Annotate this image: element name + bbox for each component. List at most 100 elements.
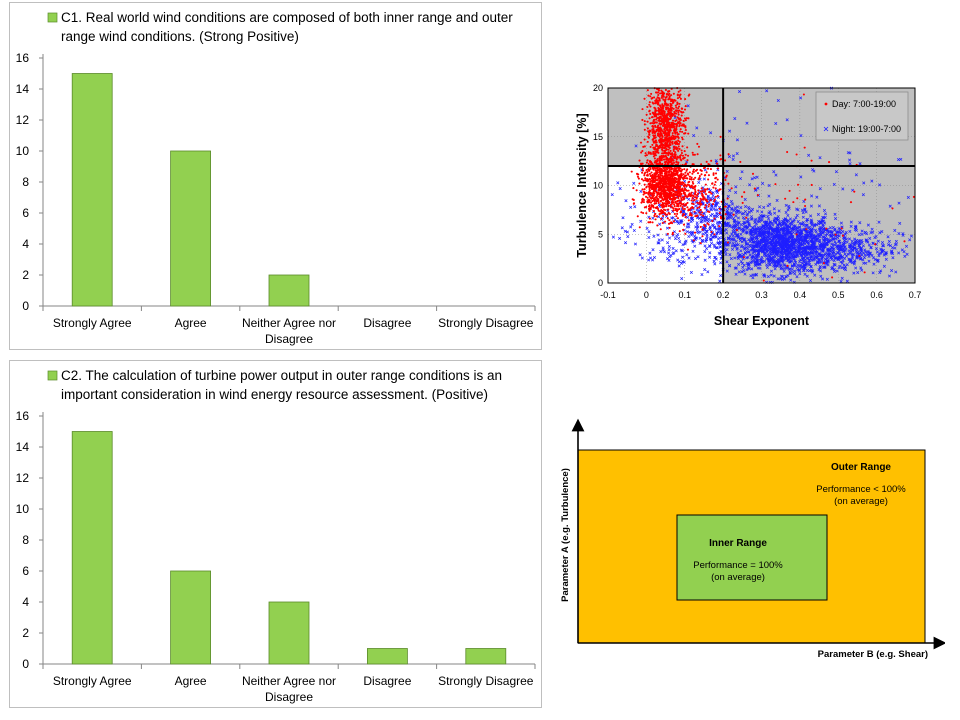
night-point xyxy=(848,229,852,234)
day-point xyxy=(662,98,665,101)
night-point xyxy=(737,270,741,274)
day-point xyxy=(657,130,661,133)
night-point xyxy=(766,274,770,279)
day-point xyxy=(713,183,716,186)
day-point xyxy=(874,243,877,246)
day-point xyxy=(641,118,644,122)
night-point xyxy=(781,223,785,227)
day-point xyxy=(805,228,808,231)
day-point xyxy=(677,145,680,148)
night-point xyxy=(774,264,778,268)
night-point xyxy=(863,248,867,252)
night-point xyxy=(801,257,805,261)
day-point xyxy=(712,203,715,206)
night-point xyxy=(816,237,820,241)
night-point xyxy=(740,240,744,244)
night-point xyxy=(746,247,750,251)
night-point xyxy=(703,228,707,232)
day-point xyxy=(646,127,649,130)
day-point xyxy=(674,132,677,135)
day-point xyxy=(664,129,667,132)
night-point xyxy=(840,276,844,280)
day-point xyxy=(665,122,668,125)
night-point xyxy=(769,269,774,273)
day-point xyxy=(648,182,652,185)
day-point xyxy=(646,105,649,109)
night-point xyxy=(763,251,767,255)
day-point xyxy=(660,94,664,98)
night-point xyxy=(773,233,777,237)
day-point xyxy=(659,172,662,175)
inner-range-title: Inner Range xyxy=(709,538,767,549)
night-point xyxy=(822,208,827,212)
night-point xyxy=(909,234,914,238)
night-point xyxy=(758,249,762,253)
night-point xyxy=(724,252,728,256)
day-point xyxy=(637,177,640,180)
night-point xyxy=(761,245,765,249)
day-point xyxy=(646,174,649,177)
day-point xyxy=(675,180,678,183)
day-point xyxy=(704,193,708,196)
night-point xyxy=(774,240,779,244)
night-point xyxy=(758,258,762,262)
day-point xyxy=(670,179,673,182)
night-point xyxy=(742,268,746,273)
day-point xyxy=(719,135,722,138)
night-point xyxy=(874,234,878,239)
scatter-x-tick-label: 0.5 xyxy=(832,290,845,300)
scatter-y-tick-label: 15 xyxy=(593,132,603,142)
night-point xyxy=(789,221,793,225)
night-point xyxy=(725,260,729,264)
night-point xyxy=(865,232,869,236)
day-point xyxy=(676,133,679,136)
night-point xyxy=(736,205,740,209)
c2-category-label: Agree xyxy=(175,674,207,688)
day-point xyxy=(714,187,717,190)
day-point xyxy=(674,119,677,123)
day-point xyxy=(707,174,711,177)
night-point xyxy=(804,253,808,257)
night-point xyxy=(752,240,757,244)
scatter-y-tick-label: 5 xyxy=(598,229,603,239)
night-point xyxy=(769,252,773,256)
day-point xyxy=(686,248,690,251)
night-point xyxy=(712,259,716,263)
day-point xyxy=(654,167,657,170)
night-point xyxy=(792,264,797,268)
night-point xyxy=(749,274,753,278)
day-point xyxy=(663,155,666,158)
day-point xyxy=(665,127,668,131)
day-point xyxy=(683,191,686,194)
night-point xyxy=(877,220,881,224)
day-point xyxy=(694,169,698,172)
day-point xyxy=(653,137,656,140)
day-point xyxy=(646,200,649,203)
night-point xyxy=(808,254,813,258)
day-point xyxy=(692,170,695,173)
night-point xyxy=(838,252,842,256)
day-point xyxy=(680,149,683,152)
night-point xyxy=(791,230,795,234)
day-point xyxy=(700,203,703,206)
day-point xyxy=(683,108,687,111)
night-point xyxy=(715,208,719,212)
night-point xyxy=(817,227,821,231)
night-point xyxy=(773,235,777,239)
day-point xyxy=(704,225,707,228)
night-point xyxy=(817,268,821,272)
day-point xyxy=(661,214,665,218)
day-point xyxy=(657,110,660,113)
night-point xyxy=(795,265,799,269)
night-point xyxy=(808,278,813,283)
day-point xyxy=(718,225,721,228)
day-point xyxy=(681,138,684,141)
night-point xyxy=(771,255,775,259)
night-point xyxy=(802,199,806,203)
night-point xyxy=(841,242,845,246)
night-point xyxy=(750,237,754,241)
day-point xyxy=(640,151,643,154)
night-point xyxy=(844,230,848,235)
night-point xyxy=(833,269,837,274)
night-point xyxy=(882,253,886,257)
